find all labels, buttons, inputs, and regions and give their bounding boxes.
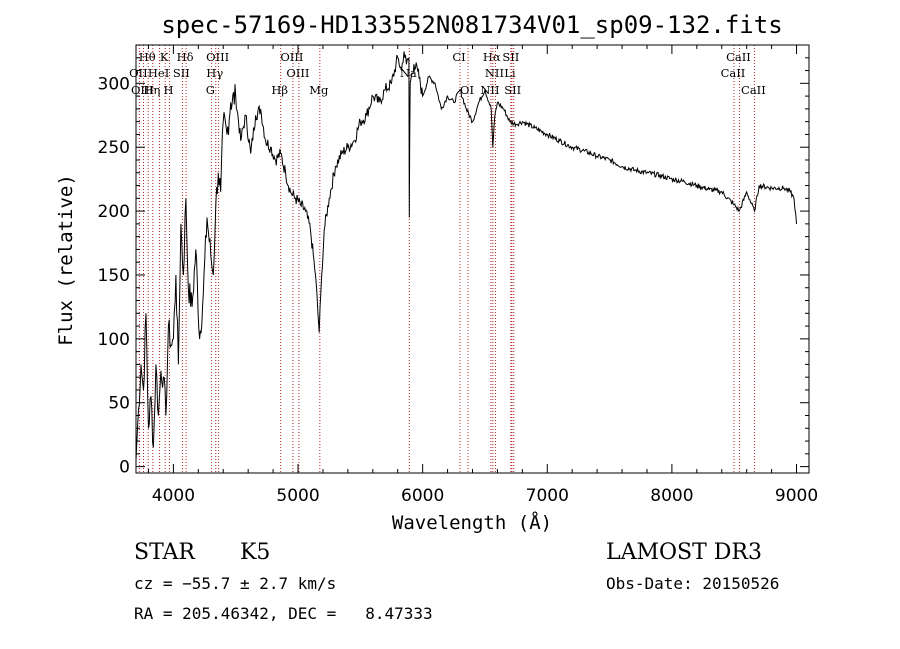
line-label: OIII: [131, 83, 154, 97]
line-label: Hη: [143, 83, 160, 97]
line-label: Mg: [309, 83, 329, 97]
y-axis-ticks: 0 50 100 150 200 250 300: [98, 57, 809, 478]
chart-title: spec-57169-HD133552N081734V01_sp09-132.f…: [161, 11, 782, 39]
line-label: OI: [460, 83, 474, 97]
object-subclass: K5: [240, 540, 271, 565]
line-label: Li: [504, 66, 516, 80]
x-tick-label: 5000: [276, 486, 319, 506]
x-tick-label: 4000: [152, 486, 195, 506]
line-label: OIII: [280, 50, 303, 64]
line-label: Hγ: [206, 66, 223, 80]
line-label: SII: [504, 83, 521, 97]
line-label: CaII: [741, 83, 766, 97]
line-label: CaII: [721, 66, 746, 80]
x-tick-label: 9000: [775, 486, 818, 506]
object-class: STAR: [134, 540, 195, 565]
x-axis-ticks: 4000 5000 6000 7000 8000 9000: [147, 45, 818, 506]
x-tick-label: 7000: [526, 486, 569, 506]
line-label: NII: [485, 66, 504, 80]
y-axis-label: Flux (relative): [55, 174, 77, 346]
line-label: CaII: [726, 50, 751, 64]
spectrum-line: [135, 51, 797, 461]
y-tick-label: 300: [98, 74, 130, 94]
line-label: Hβ: [271, 83, 288, 97]
line-label: Na: [400, 66, 417, 80]
line-label: K: [160, 50, 169, 64]
y-tick-label: 250: [98, 138, 130, 158]
y-tick-label: 0: [119, 458, 130, 478]
line-label: CI: [452, 50, 465, 64]
ra-dec: RA = 205.46342, DEC = 8.47333: [134, 604, 433, 623]
y-tick-label: 150: [98, 266, 130, 286]
x-tick-label: 8000: [650, 486, 693, 506]
line-label: NII: [480, 83, 499, 97]
redshift-cz: cz = −55.7 ± 2.7 km/s: [134, 574, 337, 593]
y-tick-label: 200: [98, 202, 130, 222]
line-label: HeI: [148, 66, 169, 80]
line-label: OIII: [206, 50, 229, 64]
line-label: OIII: [286, 66, 309, 80]
line-label: H: [164, 83, 174, 97]
line-label: Hα: [483, 50, 501, 64]
line-label: Hδ: [177, 50, 194, 64]
line-label: SII: [173, 66, 190, 80]
survey-name: LAMOST DR3: [606, 540, 762, 565]
y-tick-label: 100: [98, 330, 130, 350]
line-label: G: [206, 83, 215, 97]
spectrum-series: [135, 51, 797, 461]
x-axis-label: Wavelength (Å): [392, 511, 552, 534]
y-tick-label: 50: [108, 394, 130, 414]
observation-date: Obs-Date: 20150526: [606, 574, 780, 593]
x-tick-label: 6000: [401, 486, 444, 506]
line-label: OII: [129, 66, 148, 80]
